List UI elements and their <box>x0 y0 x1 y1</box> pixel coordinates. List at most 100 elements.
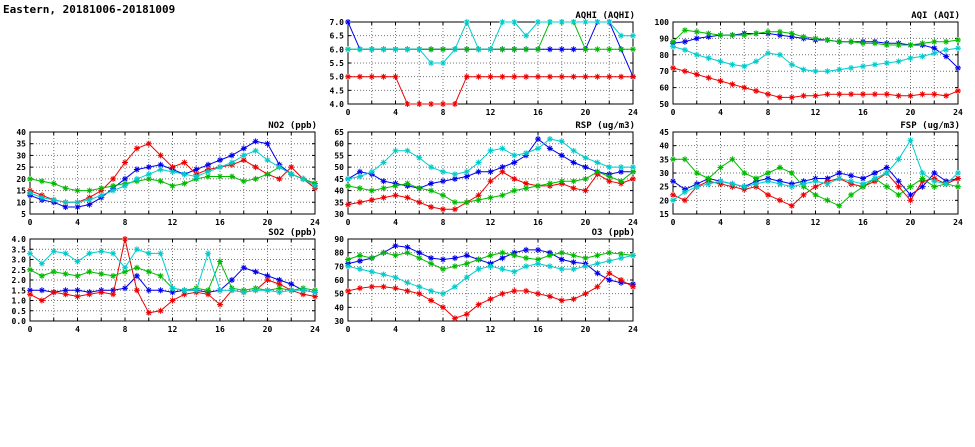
svg-text:4: 4 <box>75 218 80 227</box>
svg-text:30: 30 <box>334 317 344 326</box>
rsp-chart: 0 4 8 12 16 20 24 30 35 40 45 50 55 60 65 RSP (ug/m3) <box>318 118 638 230</box>
svg-text:1.5: 1.5 <box>12 286 27 295</box>
svg-text:8: 8 <box>123 325 128 334</box>
svg-text:4: 4 <box>393 108 398 117</box>
svg-text:4.0: 4.0 <box>330 100 345 109</box>
svg-text:12: 12 <box>811 218 821 227</box>
svg-text:5.5: 5.5 <box>330 59 345 68</box>
svg-text:16: 16 <box>215 218 225 227</box>
svg-text:40: 40 <box>334 303 344 312</box>
svg-text:3.0: 3.0 <box>12 256 27 265</box>
svg-text:90: 90 <box>334 235 344 244</box>
svg-text:60: 60 <box>334 276 344 285</box>
svg-text:15: 15 <box>16 187 26 196</box>
svg-text:0: 0 <box>346 108 351 117</box>
no2-plot: 0 4 8 12 16 20 24 5 10 15 20 25 30 35 40 NO2 (ppb) <box>16 121 320 227</box>
svg-text:20: 20 <box>581 325 591 334</box>
svg-text:50: 50 <box>334 290 344 299</box>
svg-text:35: 35 <box>334 198 344 207</box>
svg-text:15: 15 <box>659 210 669 219</box>
svg-text:70: 70 <box>334 262 344 271</box>
svg-text:50: 50 <box>659 100 669 109</box>
svg-text:24: 24 <box>628 218 638 227</box>
so2-markers-cyan <box>27 246 318 296</box>
svg-text:24: 24 <box>953 218 963 227</box>
svg-text:2.5: 2.5 <box>12 266 27 275</box>
svg-text:24: 24 <box>310 218 320 227</box>
svg-text:0: 0 <box>28 218 33 227</box>
svg-text:8: 8 <box>766 218 771 227</box>
svg-text:40: 40 <box>659 142 669 151</box>
svg-text:20: 20 <box>906 108 916 117</box>
rsp-title: RSP (ug/m3) <box>575 121 635 131</box>
svg-text:12: 12 <box>486 108 496 117</box>
svg-text:10: 10 <box>16 198 26 207</box>
svg-text:55: 55 <box>334 151 344 160</box>
svg-text:60: 60 <box>659 84 669 93</box>
o3-title: O3 (ppb) <box>592 228 635 238</box>
svg-text:8: 8 <box>441 325 446 334</box>
svg-text:4: 4 <box>393 218 398 227</box>
svg-text:0.0: 0.0 <box>12 317 27 326</box>
svg-text:0: 0 <box>671 108 676 117</box>
svg-text:12: 12 <box>486 218 496 227</box>
svg-text:100: 100 <box>655 18 670 27</box>
svg-text:40: 40 <box>334 187 344 196</box>
so2-chart: 0 4 8 12 16 20 24 0.0 0.5 1.0 1.5 2.0 2.5 3.0 3.5 4.0 SO… <box>0 225 320 337</box>
svg-text:35: 35 <box>16 140 26 149</box>
svg-text:30: 30 <box>659 169 669 178</box>
svg-text:45: 45 <box>334 175 344 184</box>
aqhi-plot: 0 4 8 12 16 20 24 4.0 4.5 5.0 5.5 6.0 6.5 7.0 AQHI (AQ… <box>330 11 638 117</box>
svg-text:4.5: 4.5 <box>330 86 345 95</box>
aqi-plot: 0 4 8 12 16 20 24 50 60 70 80 90 100 AQI (AQI) <box>655 11 963 117</box>
svg-text:4: 4 <box>718 108 723 117</box>
svg-text:30: 30 <box>16 151 26 160</box>
svg-text:6.0: 6.0 <box>330 45 345 54</box>
aqi-chart: 0 4 8 12 16 20 24 50 60 70 80 90 100 AQI (AQI) <box>643 8 963 120</box>
o3-markers-cyan <box>345 252 636 297</box>
svg-text:16: 16 <box>533 108 543 117</box>
rsp-plot: 0 4 8 12 16 20 24 30 35 40 45 50 55 60 65 RSP (ug/m3) <box>334 121 638 227</box>
no2-title: NO2 (ppb) <box>268 121 317 131</box>
svg-text:4: 4 <box>393 325 398 334</box>
aqi-markers-red <box>670 64 961 101</box>
svg-text:16: 16 <box>533 218 543 227</box>
aqhi-chart: 0 4 8 12 16 20 24 4.0 4.5 5.0 5.5 6.0 6.5 7.0 AQHI (AQ… <box>318 8 638 120</box>
aqi-markers-cyan <box>670 43 961 75</box>
svg-text:8: 8 <box>441 218 446 227</box>
svg-text:80: 80 <box>334 249 344 258</box>
svg-text:16: 16 <box>533 325 543 334</box>
o3-markers-red <box>345 270 636 322</box>
svg-text:80: 80 <box>659 51 669 60</box>
svg-text:30: 30 <box>334 210 344 219</box>
fsp-chart: 0 4 8 12 16 20 24 15 20 25 30 35 40 45 FSP (ug/m3) <box>643 118 963 230</box>
svg-text:12: 12 <box>486 325 496 334</box>
fsp-title: FSP (ug/m3) <box>900 121 960 131</box>
svg-text:3.5: 3.5 <box>12 245 27 254</box>
o3-plot: 0 4 8 12 16 20 24 30 40 50 60 70 80 90 O3 (ppb) <box>334 228 638 334</box>
svg-text:35: 35 <box>659 155 669 164</box>
svg-text:0: 0 <box>28 325 33 334</box>
svg-text:6.5: 6.5 <box>330 32 345 41</box>
fsp-markers-cyan <box>670 137 961 204</box>
svg-text:20: 20 <box>263 325 273 334</box>
svg-text:4: 4 <box>75 325 80 334</box>
svg-text:25: 25 <box>16 163 26 172</box>
svg-text:20: 20 <box>906 218 916 227</box>
svg-text:0.5: 0.5 <box>12 307 27 316</box>
svg-text:24: 24 <box>953 108 963 117</box>
svg-text:90: 90 <box>659 34 669 43</box>
svg-text:16: 16 <box>215 325 225 334</box>
aqhi-markers-red <box>345 73 636 107</box>
svg-text:4.0: 4.0 <box>12 235 27 244</box>
svg-text:50: 50 <box>334 163 344 172</box>
svg-text:40: 40 <box>16 128 26 137</box>
svg-text:0: 0 <box>346 218 351 227</box>
page-title: Eastern, 20181006-20181009 <box>3 3 176 16</box>
svg-text:20: 20 <box>581 218 591 227</box>
aqi-markers-green <box>670 27 961 48</box>
rsp-markers-green <box>345 168 636 206</box>
svg-text:16: 16 <box>858 108 868 117</box>
svg-text:20: 20 <box>581 108 591 117</box>
svg-text:5.0: 5.0 <box>330 73 345 82</box>
